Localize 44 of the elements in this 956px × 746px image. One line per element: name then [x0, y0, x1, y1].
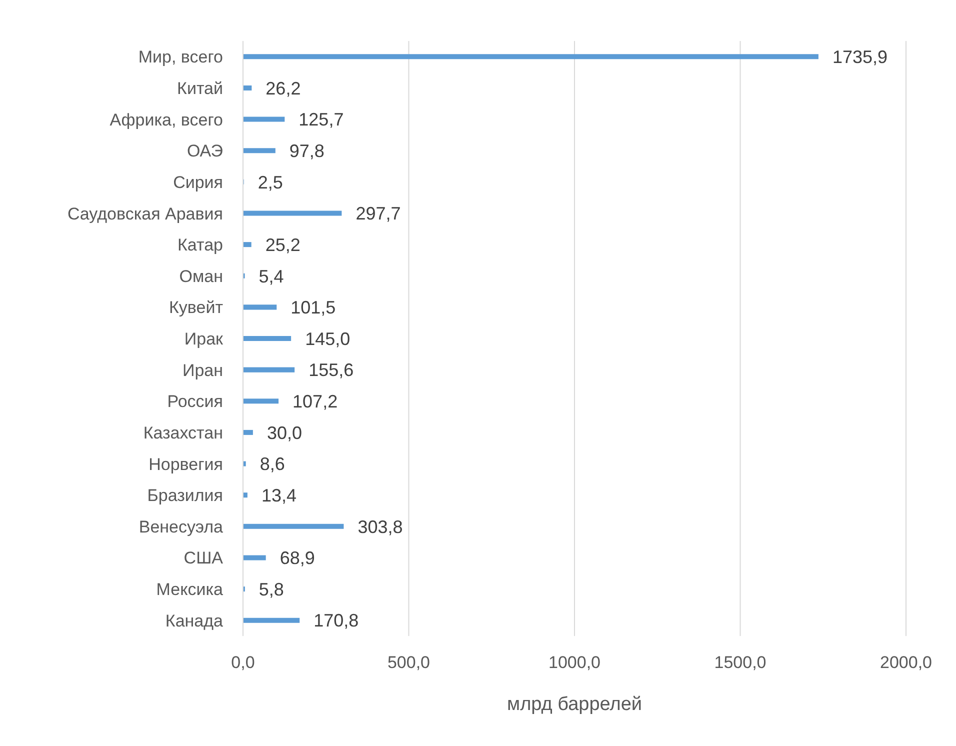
data-label: 145,0 — [305, 328, 350, 349]
y-tick-label: США — [184, 548, 224, 568]
data-label: 155,6 — [308, 360, 354, 380]
y-tick-label: Иран — [182, 360, 223, 380]
data-label: 25,2 — [265, 234, 300, 255]
y-tick-label: Катар — [178, 236, 223, 255]
data-label: 170,8 — [314, 610, 359, 631]
data-label: 26,2 — [266, 78, 301, 98]
data-label: 303,8 — [358, 516, 403, 537]
y-tick-label: Бразилия — [147, 486, 223, 506]
y-tick-label: Канада — [165, 611, 224, 630]
x-tick-label: 1000,0 — [548, 653, 600, 672]
y-tick-label: Норвегия — [148, 454, 223, 474]
x-tick-label: 500,0 — [387, 653, 430, 672]
data-label: 68,9 — [280, 548, 315, 568]
y-tick-label: Венесуэла — [138, 517, 224, 536]
x-tick-label: 1500,0 — [714, 653, 766, 672]
y-tick-label: Сирия — [173, 172, 223, 192]
y-tick-label: Кувейт — [169, 298, 224, 318]
y-tick-label: Мексика — [156, 580, 224, 600]
data-label: 1735,9 — [832, 47, 888, 68]
y-tick-label: ОАЭ — [186, 142, 223, 161]
data-label: 5,4 — [258, 266, 284, 286]
data-label: 297,7 — [356, 204, 401, 224]
y-tick-label: Мир, всего — [138, 48, 223, 67]
y-tick-label: Оман — [179, 266, 223, 286]
data-label: 125,7 — [298, 110, 344, 130]
y-tick-label: Китай — [177, 79, 223, 98]
data-label: 97,8 — [289, 140, 324, 161]
data-label: 8,6 — [260, 454, 285, 474]
y-tick-label: Африка, всего — [110, 110, 223, 130]
y-tick-label: Россия — [167, 392, 223, 412]
data-label: 2,5 — [258, 172, 283, 192]
y-tick-label: Ирак — [184, 330, 224, 349]
data-label: 107,2 — [292, 392, 338, 412]
data-label: 13,4 — [261, 485, 296, 506]
y-tick-label: Казахстан — [143, 423, 223, 442]
y-tick-label: Саудовская Аравия — [67, 204, 223, 224]
data-label: 5,8 — [258, 579, 284, 600]
data-label: 30,0 — [266, 422, 302, 443]
x-tick-label: 0,0 — [231, 653, 255, 672]
data-label: 101,5 — [290, 298, 336, 318]
x-axis-title: млрд баррелей — [507, 694, 642, 715]
x-tick-label: 2000,0 — [880, 653, 932, 672]
